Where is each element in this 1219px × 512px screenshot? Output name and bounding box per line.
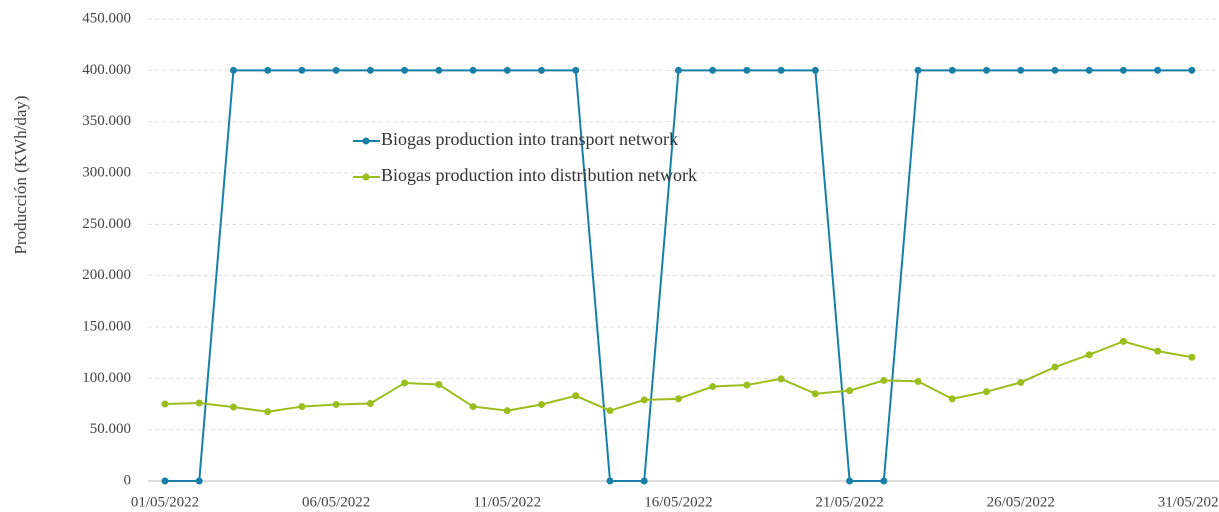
y-tick-label: 400.000	[82, 62, 131, 78]
x-tick-label: 26/05/2022	[987, 494, 1055, 510]
data-point	[1154, 347, 1162, 355]
data-point	[264, 408, 272, 416]
legend-label: Biogas production into transport network	[381, 129, 678, 149]
data-point	[161, 400, 169, 408]
data-point	[777, 375, 785, 383]
x-tick-label: 06/05/2022	[302, 494, 370, 510]
data-point	[948, 66, 956, 74]
data-point	[264, 66, 272, 74]
data-point	[195, 399, 203, 407]
data-point	[401, 379, 409, 387]
x-tick-label: 21/05/2022	[815, 494, 883, 510]
data-point	[1154, 66, 1162, 74]
data-point	[606, 407, 614, 415]
y-tick-label: 150.000	[82, 318, 131, 334]
legend-marker	[362, 137, 370, 145]
data-point	[469, 403, 477, 411]
data-point	[1188, 353, 1196, 361]
data-point	[298, 66, 306, 74]
y-axis-label: Producción (KWh/day)	[11, 95, 30, 254]
data-point	[880, 376, 888, 384]
data-point	[914, 66, 922, 74]
y-tick-label: 300.000	[82, 164, 131, 180]
data-point	[161, 477, 169, 485]
data-point	[777, 66, 785, 74]
data-point	[1119, 66, 1127, 74]
data-point	[743, 381, 751, 389]
data-point	[983, 66, 991, 74]
data-point	[538, 401, 546, 409]
data-point	[229, 403, 237, 411]
data-point	[674, 395, 682, 403]
y-tick-label: 450.000	[82, 10, 131, 26]
data-point	[1051, 363, 1059, 371]
data-point	[948, 395, 956, 403]
data-point	[1051, 66, 1059, 74]
data-point	[880, 477, 888, 485]
data-point	[332, 401, 340, 409]
data-point	[1017, 66, 1025, 74]
data-point	[709, 383, 717, 391]
data-point	[1017, 378, 1025, 386]
data-point	[1085, 66, 1093, 74]
data-point	[435, 380, 443, 388]
data-point	[846, 477, 854, 485]
x-tick-label: 11/05/2022	[473, 494, 541, 510]
legend: Biogas production into transport network…	[353, 129, 697, 185]
y-tick-label: 350.000	[82, 113, 131, 129]
data-point	[1085, 351, 1093, 359]
data-point	[401, 66, 409, 74]
data-point	[195, 477, 203, 485]
data-point	[298, 403, 306, 411]
y-tick-label: 200.000	[82, 267, 131, 283]
data-point	[366, 399, 374, 407]
data-point	[332, 66, 340, 74]
data-point	[366, 66, 374, 74]
data-point	[640, 477, 648, 485]
x-tick-label: 16/05/2022	[644, 494, 712, 510]
data-point	[914, 377, 922, 385]
data-point	[503, 407, 511, 415]
data-point	[640, 396, 648, 404]
legend-marker	[362, 173, 370, 181]
y-tick-label: 0	[124, 472, 132, 488]
data-point	[674, 66, 682, 74]
data-point	[572, 66, 580, 74]
data-point	[1119, 337, 1127, 345]
data-point	[606, 477, 614, 485]
data-point	[983, 388, 991, 396]
data-point	[435, 66, 443, 74]
data-point	[229, 66, 237, 74]
data-point	[538, 66, 546, 74]
y-tick-label: 50.000	[90, 421, 131, 437]
x-tick-label: 01/05/2022	[131, 494, 199, 510]
data-point	[811, 390, 819, 398]
data-point	[846, 387, 854, 395]
data-point	[743, 66, 751, 74]
data-point	[503, 66, 511, 74]
legend-label: Biogas production into distribution netw…	[381, 165, 697, 185]
x-tick-label: 31/05/2022	[1158, 494, 1219, 510]
y-tick-label: 250.000	[82, 216, 131, 232]
data-point	[469, 66, 477, 74]
data-point	[709, 66, 717, 74]
data-point	[811, 66, 819, 74]
data-point	[1188, 66, 1196, 74]
data-point	[572, 392, 580, 400]
y-tick-label: 100.000	[82, 370, 131, 386]
